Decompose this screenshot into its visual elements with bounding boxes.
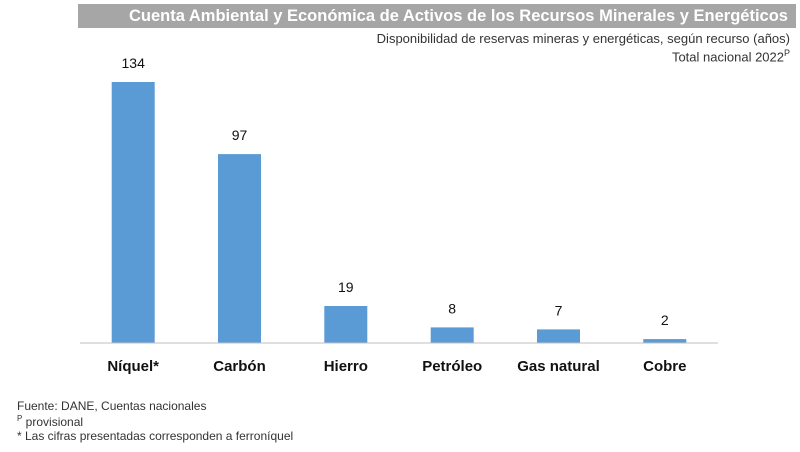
footer-source: Fuente: DANE, Cuentas nacionales xyxy=(17,399,207,413)
bar-value-label-0: 134 xyxy=(122,55,146,71)
chart-scope: Total nacional 2022P xyxy=(672,48,790,64)
provisional-text: provisional xyxy=(22,415,84,429)
category-label-1: Carbón xyxy=(213,358,266,375)
footer-provisional: P provisional xyxy=(17,414,83,429)
footer-note: * Las cifras presentadas corresponden a … xyxy=(17,429,294,443)
chart-title: Cuenta Ambiental y Económica de Activos … xyxy=(78,4,796,28)
bars-group xyxy=(111,82,687,343)
category-label-2: Hierro xyxy=(324,358,368,375)
bar-chart: 134 Níquel* 97 Carbón 19 Hierro 8 Petróleo 7 Gas … xyxy=(80,55,718,375)
bar-3 xyxy=(430,327,474,343)
bar-value-label-4: 7 xyxy=(555,302,563,318)
bar-value-label-5: 2 xyxy=(661,312,669,328)
bar-0 xyxy=(111,82,155,343)
bar-2 xyxy=(324,306,368,343)
category-label-3: Petróleo xyxy=(422,358,482,375)
chart-subtitle: Disponibilidad de reservas mineras y ene… xyxy=(376,31,790,46)
category-label-0: Níquel* xyxy=(107,358,159,375)
scope-provisional-mark: P xyxy=(783,48,790,58)
labels-group: 134 Níquel* 97 Carbón 19 Hierro 8 Petróleo 7 Gas … xyxy=(107,55,686,375)
category-label-4: Gas natural xyxy=(517,358,600,375)
provisional-mark: P xyxy=(17,414,23,423)
bar-value-label-2: 19 xyxy=(338,279,354,295)
category-label-5: Cobre xyxy=(643,358,686,375)
bar-5 xyxy=(643,339,687,343)
bar-value-label-1: 97 xyxy=(232,127,248,143)
scope-text: Total nacional 2022 xyxy=(671,49,784,65)
bar-1 xyxy=(218,154,261,343)
bar-4 xyxy=(537,329,580,343)
bar-value-label-3: 8 xyxy=(448,300,456,316)
